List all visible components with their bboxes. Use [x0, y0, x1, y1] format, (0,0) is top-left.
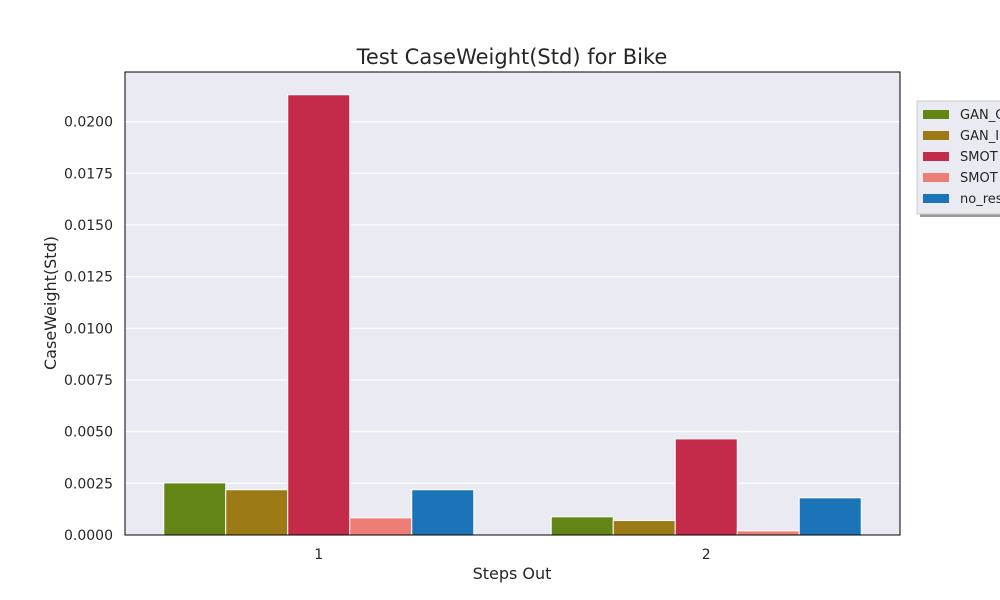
legend-label: GAN_C	[960, 108, 1000, 123]
bar	[798, 497, 862, 536]
chart-title: Test CaseWeight(Std) for Bike	[356, 45, 668, 69]
bar	[674, 438, 738, 536]
x-tick-label: 2	[702, 547, 711, 563]
y-tick-labels: 0.0000 0.0025 0.0050 0.0075 0.0100 0.0125 0.01…	[64, 115, 113, 544]
y-tick-label: 0.0025	[64, 476, 113, 492]
bar	[163, 482, 227, 536]
y-axis-label: CaseWeight(Std)	[41, 236, 60, 370]
bar	[736, 530, 800, 536]
bar	[411, 489, 475, 536]
legend-swatch	[923, 194, 949, 203]
y-tick-label: 0.0125	[64, 270, 113, 286]
legend-label: SMOT	[960, 150, 998, 165]
legend-label: GAN_I	[960, 129, 999, 144]
legend-swatch	[923, 173, 949, 182]
y-tick-label: 0.0150	[64, 218, 113, 234]
y-tick-label: 0.0200	[64, 115, 113, 131]
y-tick-label: 0.0075	[64, 373, 113, 389]
grid-lines	[125, 121, 900, 536]
x-tick-label: 1	[314, 547, 323, 563]
plot-frame	[124, 71, 901, 536]
legend-label: SMOT	[960, 171, 998, 186]
y-tick-label: 0.0175	[64, 166, 113, 182]
legend-swatch	[923, 152, 949, 161]
y-tick-label: 0.0050	[64, 425, 113, 441]
y-tick-label: 0.0100	[64, 321, 113, 337]
legend: GAN_C GAN_I SMOT SMOT no_res	[916, 100, 1000, 217]
bars	[163, 94, 862, 536]
bar	[550, 516, 614, 536]
legend-swatch	[923, 131, 949, 140]
bar	[287, 94, 351, 536]
bar	[612, 520, 676, 536]
y-tick-label: 0.0000	[64, 528, 113, 544]
legend-swatch	[923, 110, 949, 119]
plot-area	[125, 72, 900, 535]
x-axis-label: Steps Out	[473, 564, 552, 583]
legend-label: no_res	[960, 192, 1000, 207]
bar	[225, 489, 289, 536]
bar	[349, 517, 413, 536]
